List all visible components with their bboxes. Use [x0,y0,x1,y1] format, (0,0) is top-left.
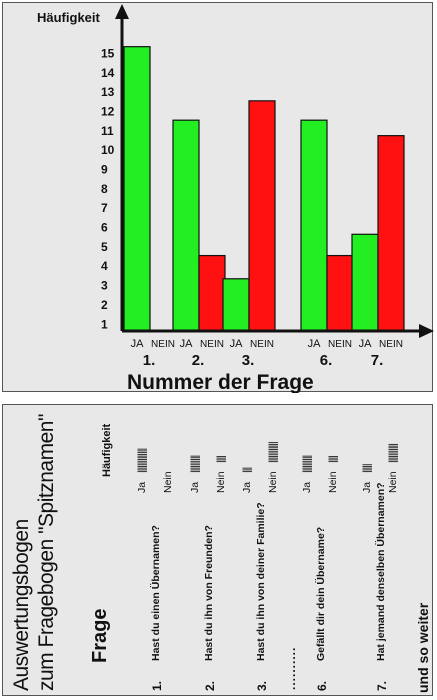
bar-label: JA [180,338,194,350]
tally-marks-nein: |||||||||||| [267,442,279,463]
question-number-label: 3. [242,352,255,369]
question-number: 7. [375,680,389,691]
y-tick-label: 1 [101,317,108,331]
bar-ja-q4 [300,119,328,332]
y-tick-label: 13 [101,85,115,99]
bar-label: NEIN [250,339,274,350]
column-header-frage: Frage [89,608,111,663]
y-axis-label: Häufigkeit [37,10,101,25]
bar-nein-q2 [198,254,226,332]
y-tick-label: 11 [101,124,114,138]
y-tick-label: 7 [101,201,108,215]
tally-marks-ja: ||||| [361,464,373,473]
bar-nein-q4 [326,254,354,332]
y-tick-label: 12 [101,105,115,119]
question-number: 6. [315,680,329,691]
bar-label: JA [308,338,322,350]
tally-marks-ja: |||||||||| [301,455,313,473]
question-number: 3. [255,680,269,691]
answer-ja-label: Ja [136,481,148,493]
question-number-label: 7. [371,352,384,369]
x-axis-label: Nummer der Frage [127,371,314,393]
answer-ja-label: Ja [189,481,201,493]
question-number-label: 6. [320,352,333,369]
x-axis-arrowhead [419,324,434,338]
tally-marks-ja: |||||||||| [189,455,201,473]
tally-marks-nein: |||| [327,456,339,463]
y-tick-label: 14 [101,66,115,80]
sheet-title-line2: zum Fragebogen "Spitznamen" [35,414,58,691]
more-text: und so weiter [415,602,431,693]
answer-ja-label: Ja [301,481,313,493]
bar-label: JA [230,338,244,350]
bar-label: NEIN [328,339,352,350]
y-tick-label: 6 [101,221,108,235]
tally-marks-ja: ||| [241,467,253,473]
question-text: Gefällt dir dein Übername? [315,526,327,661]
question-number-label: 2. [192,352,205,369]
y-tick-label: 8 [101,182,108,196]
bar-chart: Häufigkeit Nummer der Frage 123456789101… [37,4,434,393]
tally-marks-ja: |||||||||||||| [136,448,148,473]
question-text: Hast du ihn von deiner Familie? [255,502,267,661]
column-header-haeufigkeit: Häufigkeit [101,423,113,477]
bar-label: NEIN [200,339,224,350]
answer-ja-label: Ja [361,481,373,493]
sheet-title-line1: Auswertungsbogen [10,519,33,691]
bar-label: JA [359,338,373,350]
answer-nein-label: Nein [215,471,227,493]
answer-nein-label: Nein [267,471,279,493]
y-tick-label: 9 [101,163,108,177]
answer-nein-label: Nein [387,471,399,493]
question-number-label: 1. [143,352,156,369]
y-tick-label: 4 [101,259,108,273]
question-number: 1. [150,680,164,691]
bar-ja-q2 [172,119,200,332]
answer-nein-label: Nein [327,471,339,493]
y-tick-label: 10 [101,143,115,157]
bar-label: JA [131,338,145,350]
bar-ja-q3 [222,278,250,332]
y-tick-label: 5 [101,240,108,254]
y-axis-arrowhead [115,4,129,19]
bar-nein-q3 [248,100,276,332]
tally-marks-nein: ||||||||||| [387,443,399,463]
bar-label: NEIN [151,339,175,350]
bar-ja-q5 [351,233,379,332]
tally-sheet-panel: Auswertungsbogen zum Fragebogen "Spitzna… [2,404,433,696]
answer-nein-label: Nein [162,471,174,493]
tally-marks-nein: |||| [215,456,227,463]
question-text: Hast du ihn von Freunden? [203,525,215,661]
answer-ja-label: Ja [241,481,253,493]
question-number: 2. [203,680,217,691]
bar-ja-q1 [123,46,151,332]
y-tick-label: 15 [101,46,115,60]
question-text: Hast du einen Übernamen? [150,525,162,661]
ellipsis: .......... [284,646,298,690]
y-tick-label: 2 [101,298,108,312]
chart-panel: Häufigkeit Nummer der Frage 1 2 3 4 5 6 7 8 9 10 1… [2,2,434,393]
bar-label: NEIN [379,339,403,350]
y-tick-label: 3 [101,279,108,293]
bar-nein-q5 [377,135,405,332]
question-text: Hat jemand denselben Übernamen? [375,482,387,661]
